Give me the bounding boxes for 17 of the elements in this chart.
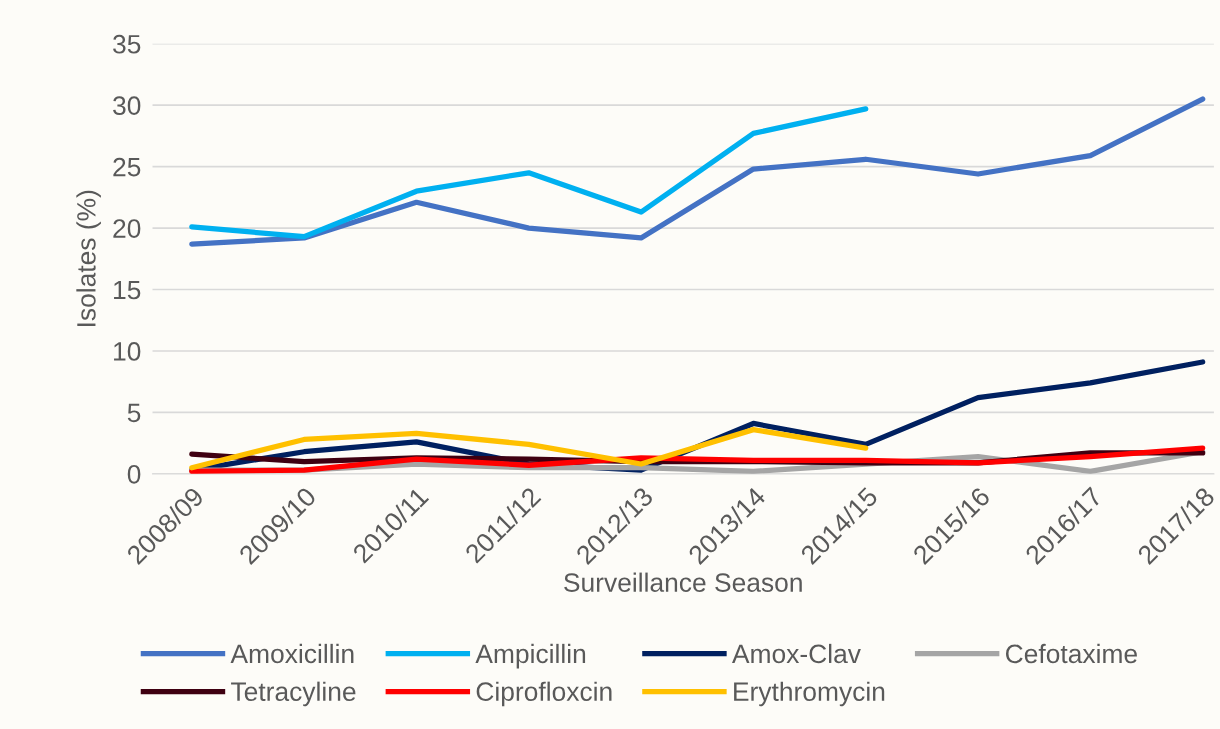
y-tick-label: 15 — [114, 280, 141, 300]
y-tick-label: 5 — [127, 403, 141, 423]
legend-label: Amox-Clav — [731, 643, 861, 664]
y-tick-label: 30 — [113, 96, 141, 116]
legend-label: Cefotaxime — [1005, 643, 1137, 664]
x-axis-title: Surveillance Season — [564, 572, 802, 592]
y-tick-label: 10 — [114, 342, 141, 361]
y-tick-label: 35 — [113, 34, 141, 54]
legend-label: Tetracyline — [231, 681, 356, 707]
y-tick-label: 25 — [113, 157, 141, 177]
legend-label: Ciprofloxcin — [476, 681, 612, 707]
legend-label: Ampicillin — [475, 643, 586, 669]
legend-label: Amoxicillin — [230, 643, 354, 664]
y-axis-title: Isolates (%) — [76, 190, 101, 327]
y-tick-label: 20 — [113, 219, 141, 238]
legend-label: Erythromycin — [734, 681, 885, 707]
y-tick-label: 0 — [127, 464, 141, 484]
